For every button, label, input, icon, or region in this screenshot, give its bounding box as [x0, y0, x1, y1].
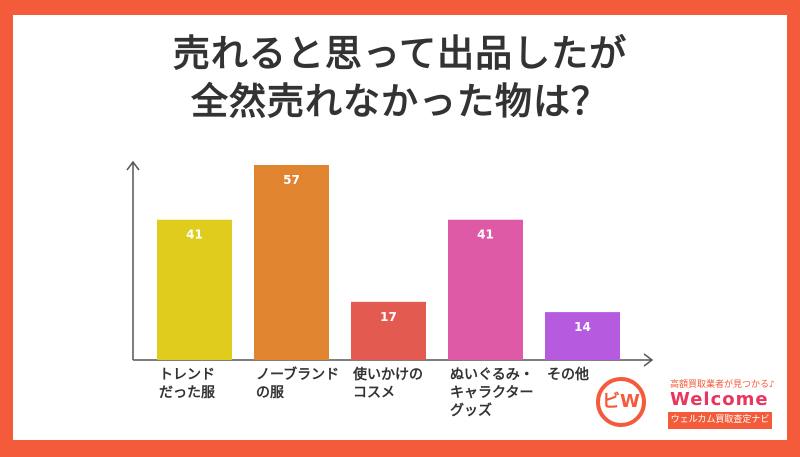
chart-title: 売れると思って出品したが 全然売れなかった物は？ — [0, 30, 800, 126]
logo-word: Welcome — [670, 389, 769, 410]
logo-tagline: 高額買取業者が見つかる♪ — [670, 380, 775, 390]
bar — [545, 312, 620, 360]
title-line-1: 売れると思って出品したが — [172, 32, 628, 75]
welcome-logo: ビW 高額買取業者が見つかる♪ Welcome ウェルカム買取査定ナビ — [590, 375, 780, 435]
bar — [351, 301, 426, 360]
category-label: ノーブランド の服 — [256, 367, 340, 401]
bar — [254, 165, 329, 360]
category-label: その他 — [547, 367, 589, 383]
bar — [448, 219, 523, 360]
x-axis-arrow — [643, 353, 654, 367]
data-label: 57 — [283, 173, 300, 187]
data-label: 17 — [380, 310, 397, 324]
card — [13, 15, 787, 440]
title-line-2: 全然売れなかった物は？ — [191, 80, 609, 123]
data-label: 14 — [574, 320, 591, 334]
bar — [157, 219, 232, 360]
logo-subtitle: ウェルカム買取査定ナビ — [668, 412, 772, 429]
category-label: ぬいぐるみ・ キャラクター グッズ — [450, 367, 534, 419]
data-label: 41 — [477, 228, 494, 242]
data-label: 41 — [186, 228, 203, 242]
category-label: トレンド だった服 — [159, 367, 215, 401]
logo-mark: ビW — [596, 377, 646, 427]
category-label: 使いかけの コスメ — [353, 367, 423, 401]
y-axis-arrow — [126, 160, 140, 171]
